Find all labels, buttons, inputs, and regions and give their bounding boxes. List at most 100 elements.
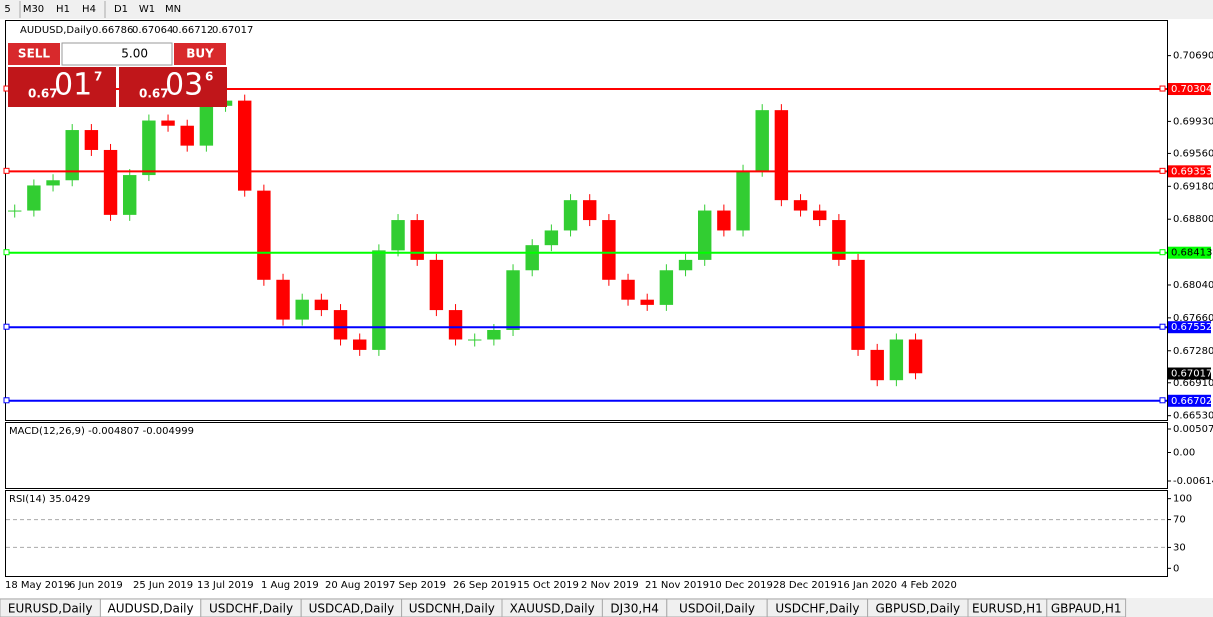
candle xyxy=(391,220,405,251)
level-handle xyxy=(3,323,10,330)
candle xyxy=(257,190,271,280)
x-tick-label: 15 Oct 2019 xyxy=(517,580,579,591)
ohlc-value: 0.66712 xyxy=(172,25,213,36)
price-small[interactable]: 6 xyxy=(205,70,213,84)
candle xyxy=(870,349,884,381)
x-tick-label: 7 Sep 2019 xyxy=(389,580,446,591)
candle xyxy=(774,110,789,201)
level-label: 0.67552 xyxy=(1171,322,1212,333)
x-tick-label: 21 Nov 2019 xyxy=(645,580,709,591)
timeframe-button[interactable]: W1 xyxy=(139,4,155,15)
candle xyxy=(295,299,309,320)
level-handle xyxy=(1159,249,1166,256)
y-tick-label: 0.69180 xyxy=(1173,181,1213,192)
x-tick-label: 26 Sep 2019 xyxy=(453,580,516,591)
x-tick-label: 16 Jan 2020 xyxy=(837,580,897,591)
candle xyxy=(65,130,79,181)
candle xyxy=(123,175,137,215)
timeframe-button[interactable]: 5 xyxy=(4,4,10,15)
tab-label[interactable]: USDCNH,Daily xyxy=(409,602,495,616)
candle xyxy=(199,105,214,146)
timeframe-button[interactable]: H4 xyxy=(82,4,96,15)
timeframe-button[interactable]: M30 xyxy=(23,4,44,15)
y-tick-label: 0.66530 xyxy=(1173,411,1213,422)
tab-label[interactable]: USDOil,Daily xyxy=(679,602,755,616)
y-tick-label: 0.67660 xyxy=(1173,313,1213,324)
level-label-bg xyxy=(1168,246,1211,259)
y-tick-label: 0.69930 xyxy=(1173,116,1213,127)
tab-label[interactable]: GBPUSD,Daily xyxy=(876,602,961,616)
y-tick-label: 0.69560 xyxy=(1173,148,1213,159)
tab-label[interactable]: DJ30,H4 xyxy=(610,602,659,616)
buy-button[interactable] xyxy=(174,43,226,65)
level-label: 0.68413 xyxy=(1171,248,1212,259)
price-small[interactable]: 7 xyxy=(94,70,102,84)
tab-label[interactable]: AUDUSD,Daily xyxy=(108,602,194,616)
current-price: 0.67017 xyxy=(1171,369,1212,380)
level-label-bg xyxy=(1168,321,1211,334)
tab-label[interactable]: USDCAD,Daily xyxy=(309,602,395,616)
level-label: 0.66702 xyxy=(1171,396,1212,407)
candle xyxy=(333,310,348,340)
price-big[interactable]: 01 xyxy=(54,68,92,103)
candle xyxy=(161,120,175,126)
candle xyxy=(410,220,424,260)
price-button[interactable] xyxy=(8,67,116,107)
candle xyxy=(889,339,904,381)
candle xyxy=(544,230,559,246)
candle xyxy=(659,270,674,305)
x-tick-label: 25 Jun 2019 xyxy=(133,580,193,591)
candle xyxy=(180,125,194,146)
sell-button[interactable] xyxy=(8,43,60,65)
price-prefix[interactable]: 0.67 xyxy=(139,87,169,101)
tab[interactable] xyxy=(1046,598,1127,617)
tab-label[interactable]: XAUUSD,Daily xyxy=(510,602,595,616)
y-tick-label: -0.006148 xyxy=(1173,476,1213,487)
price-button[interactable] xyxy=(119,67,227,107)
candle xyxy=(8,210,22,212)
price-prefix[interactable]: 0.67 xyxy=(28,87,58,101)
sell-label[interactable]: SELL xyxy=(18,47,50,61)
timeframe-button[interactable]: MN xyxy=(165,4,181,15)
tab-label[interactable]: EURUSD,H1 xyxy=(972,602,1043,616)
lot-input[interactable] xyxy=(61,42,173,66)
tab-label[interactable]: USDCHF,Daily xyxy=(209,602,293,616)
lot-value[interactable]: 5.00 xyxy=(121,47,148,61)
candle xyxy=(525,245,539,271)
y-tick-label: 0.66910 xyxy=(1173,378,1213,389)
level-label-bg xyxy=(1168,165,1211,178)
timeframe-button[interactable]: H1 xyxy=(56,4,70,15)
y-tick-label: 100 xyxy=(1173,494,1192,505)
candle xyxy=(372,250,386,350)
candle xyxy=(46,180,60,186)
candle xyxy=(468,339,482,341)
y-tick-label: 0.00 xyxy=(1173,448,1195,459)
buy-label[interactable]: BUY xyxy=(186,47,214,61)
candle xyxy=(142,120,156,176)
y-tick-label: 30 xyxy=(1173,542,1186,553)
candle xyxy=(563,200,578,231)
current-price-bg xyxy=(1168,367,1211,380)
ohlc-value: 0.66786 xyxy=(92,25,133,36)
candle xyxy=(908,339,923,374)
tab-label[interactable]: EURUSD,Daily xyxy=(8,602,93,616)
candle xyxy=(429,259,444,311)
candle xyxy=(621,279,635,300)
tab-label[interactable]: GBPAUD,H1 xyxy=(1051,602,1122,616)
x-tick-label: 18 May 2019 xyxy=(5,580,70,591)
y-tick-label: 0 xyxy=(1173,563,1179,574)
candle xyxy=(487,329,501,340)
tab-label[interactable]: USDCHF,Daily xyxy=(775,602,859,616)
y-tick-label: 70 xyxy=(1173,515,1186,526)
rsi-label: RSI(14) 35.0429 xyxy=(9,494,90,505)
timeframe-button[interactable]: D1 xyxy=(114,4,128,15)
price-big[interactable]: 03 xyxy=(165,68,203,103)
candle xyxy=(84,130,99,150)
candle xyxy=(238,100,252,191)
candle xyxy=(506,270,520,330)
level-handle xyxy=(1159,167,1166,174)
chart-symbol: AUDUSD,Daily xyxy=(20,25,92,36)
x-tick-label: 2 Nov 2019 xyxy=(581,580,639,591)
